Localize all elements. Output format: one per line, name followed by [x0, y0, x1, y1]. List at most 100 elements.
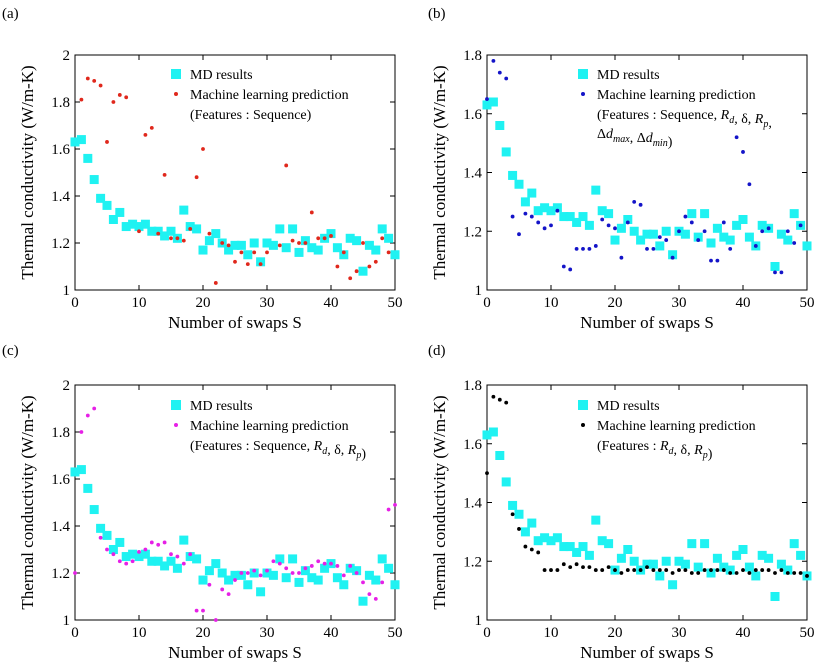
ml-marker — [549, 223, 553, 228]
legend-features-text: (Features : Rd, δ, Rp) — [597, 439, 713, 462]
y-tick-label: 1.6 — [51, 142, 70, 158]
ml-marker — [181, 238, 186, 243]
legend-ml-text: Machine learning prediction — [597, 88, 756, 103]
y-tick-label: 1.8 — [51, 425, 70, 441]
md-marker — [552, 203, 562, 213]
ml-marker — [587, 246, 592, 251]
md-marker — [115, 537, 125, 547]
md-marker — [140, 219, 150, 229]
ml-marker — [348, 276, 353, 281]
ml-marker — [760, 568, 765, 572]
ml-marker — [651, 246, 656, 251]
md-marker — [482, 100, 492, 110]
md-marker — [352, 236, 362, 246]
legend: MD results Machine learning prediction (Fe… — [171, 68, 349, 123]
md-marker — [744, 562, 754, 572]
ml-marker — [741, 150, 745, 154]
md-marker — [108, 215, 118, 224]
legend-md-text: MD results — [597, 399, 660, 414]
ml-marker — [162, 172, 167, 177]
chart-panel-a: 0 10 20 30 40 50 1 1.2 1.4 1.6 1.8 2 Number of swaps… — [2, 6, 403, 332]
md-marker — [783, 565, 793, 575]
md-marker — [540, 203, 550, 213]
md-marker — [230, 240, 240, 250]
ml-marker — [683, 568, 688, 572]
ml-marker — [613, 226, 617, 231]
md-marker — [243, 580, 253, 590]
ml-marker — [220, 241, 225, 245]
md-marker — [236, 240, 246, 250]
x-axis-label: Number of swaps S — [580, 313, 714, 332]
md-marker — [796, 550, 806, 560]
ml-marker — [258, 262, 263, 267]
y-tick-label: 2 — [63, 378, 71, 394]
ml-marker — [760, 229, 765, 234]
md-marker — [706, 238, 716, 248]
ml-marker — [734, 135, 739, 140]
md-marker — [597, 536, 607, 546]
ml-marker — [252, 250, 257, 255]
md-marker — [520, 527, 530, 537]
x-axis-label: Number of swaps S — [168, 313, 302, 332]
md-marker — [770, 592, 780, 601]
y-tick-label: 1.2 — [463, 224, 482, 240]
legend-ml-marker — [174, 92, 178, 96]
ml-marker — [188, 227, 193, 231]
ml-marker — [85, 76, 90, 81]
ml-marker — [373, 596, 378, 601]
md-marker — [495, 451, 505, 460]
md-marker — [160, 561, 170, 571]
md-marker — [495, 121, 505, 130]
ml-marker — [721, 220, 726, 225]
ml-marker — [581, 246, 585, 251]
x-tick-label: 30 — [672, 295, 687, 311]
ml-marker — [536, 220, 541, 225]
md-marker — [584, 550, 594, 560]
md-marker — [70, 137, 80, 147]
md-marker — [687, 539, 697, 549]
y-axis-label: Thermal conductivity (W/m-K) — [430, 65, 449, 279]
plot-frame — [74, 54, 396, 291]
md-marker — [552, 533, 562, 543]
md-marker — [757, 550, 767, 560]
md-marker — [185, 222, 195, 232]
ml-marker — [201, 147, 205, 151]
ml-marker — [753, 568, 758, 572]
md-marker — [501, 477, 511, 487]
ml-marker — [137, 229, 141, 234]
ml-marker — [555, 208, 560, 213]
md-marker — [249, 238, 259, 248]
md-marker — [725, 235, 735, 245]
md-marker — [83, 483, 93, 493]
y-tick-label: 1.6 — [463, 107, 482, 123]
md-marker — [288, 224, 298, 234]
md-marker — [134, 552, 144, 562]
ml-marker — [574, 246, 579, 251]
md-marker — [680, 559, 690, 569]
md-marker — [719, 562, 729, 572]
md-marker — [262, 568, 272, 578]
md-marker — [377, 224, 387, 234]
ml-marker — [226, 592, 231, 597]
legend: MD results Machine learning prediction (Fe… — [171, 399, 366, 462]
ml-marker — [380, 236, 385, 241]
ml-marker — [194, 608, 199, 613]
md-marker — [783, 235, 793, 245]
ml-marker — [277, 561, 282, 566]
ml-marker — [297, 571, 301, 575]
ml-marker — [709, 258, 713, 263]
legend-ml-marker — [581, 423, 585, 427]
ml-marker — [542, 226, 547, 231]
ml-marker — [354, 269, 359, 274]
y-tick-label: 1.2 — [463, 554, 482, 570]
ml-marker — [277, 243, 282, 248]
ml-marker — [117, 93, 122, 97]
md-marker — [712, 223, 722, 233]
md-marker — [134, 222, 144, 232]
md-marker — [358, 596, 368, 606]
md-marker — [70, 467, 80, 477]
md-marker — [320, 563, 330, 573]
md-marker — [128, 549, 138, 559]
md-marker — [700, 539, 710, 549]
ml-marker — [393, 502, 397, 507]
